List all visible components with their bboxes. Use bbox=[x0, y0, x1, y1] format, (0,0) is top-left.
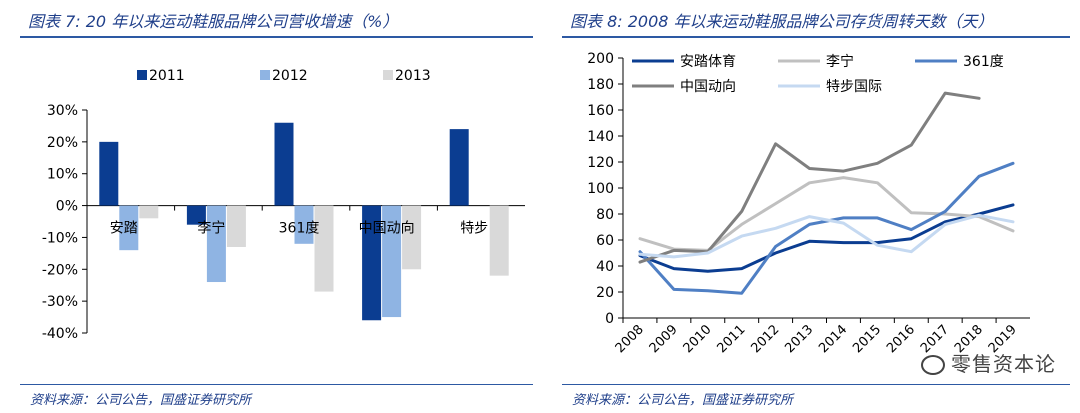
line-y-tick-label: 20 bbox=[596, 285, 614, 301]
bar-2011-4 bbox=[449, 129, 469, 206]
bar-2012-0 bbox=[119, 205, 139, 251]
line-series-361度 bbox=[638, 161, 1015, 295]
bar-2013-2 bbox=[314, 205, 334, 292]
line-legend-label: 361度 bbox=[963, 54, 1004, 70]
bar-category-label: 特步 bbox=[460, 221, 488, 237]
bar-y-tick-label: 0% bbox=[56, 199, 78, 215]
bar-category-label: 361度 bbox=[279, 221, 320, 237]
bar-2011-2 bbox=[274, 122, 294, 206]
line-x-tick-label: 2013 bbox=[782, 322, 816, 356]
bar-y-tick-label: -20% bbox=[42, 262, 78, 278]
chart7-title: 图表 7: 20 年以来运动鞋服品牌公司营收增速（%） bbox=[28, 12, 399, 31]
bar-legend-label: 2011 bbox=[149, 68, 185, 84]
line-x-tick-label: 2011 bbox=[715, 322, 749, 356]
chart7-source: 资料来源：公司公告，国盛证券研究所 bbox=[30, 393, 252, 408]
chart7-bottom-rule bbox=[20, 384, 533, 385]
chart8-source: 资料来源：公司公告，国盛证券研究所 bbox=[572, 393, 794, 408]
line-y-tick-label: 0 bbox=[605, 311, 614, 327]
line-series-中国动向 bbox=[638, 91, 981, 264]
bar-2012-2 bbox=[294, 205, 314, 244]
bar-y-tick-label: 10% bbox=[47, 167, 78, 183]
line-x-tick-label: 2016 bbox=[884, 322, 918, 356]
bar-y-tick-label: -10% bbox=[42, 230, 78, 246]
line-x-tick-label: 2015 bbox=[850, 322, 884, 356]
bar-2013-1 bbox=[226, 205, 246, 247]
line-y-tick-label: 180 bbox=[587, 77, 614, 93]
line-y-tick-label: 160 bbox=[587, 103, 614, 119]
bar-legend-swatch-2011 bbox=[137, 70, 147, 80]
chart7-top-rule bbox=[20, 36, 533, 38]
line-x-tick-label: 2010 bbox=[681, 322, 715, 356]
watermark: 零售资本论 bbox=[921, 348, 1056, 377]
bar-y-tick-label: -30% bbox=[42, 294, 78, 310]
bar-2013-4 bbox=[489, 205, 509, 276]
line-y-tick-label: 140 bbox=[587, 129, 614, 145]
line-x-tick-label: 2014 bbox=[816, 322, 850, 356]
line-y-tick-label: 100 bbox=[587, 181, 614, 197]
revenue-growth-panel: 图表 7: 20 年以来运动鞋服品牌公司营收增速（%） -40% -30% -20%… bbox=[0, 0, 533, 413]
line-x-tick-label: 2008 bbox=[613, 322, 647, 356]
chart8-bottom-rule bbox=[562, 384, 1070, 385]
bar-category-label: 中国动向 bbox=[359, 221, 415, 237]
line-y-tick-label: 120 bbox=[587, 155, 614, 171]
bar-legend-label: 2012 bbox=[272, 68, 308, 84]
bar-y-tick-label: 30% bbox=[47, 103, 78, 119]
bar-2011-1 bbox=[186, 205, 206, 225]
line-x-tick-label: 2012 bbox=[748, 322, 782, 356]
revenue-growth-bar-chart: -40% -30% -20% -10% 0% 10% 20% 30% 安踏 李宁 361度 中国动向 特… bbox=[42, 68, 525, 342]
bar-y-tick-label: -40% bbox=[42, 326, 78, 342]
bar-legend-swatch-2012 bbox=[260, 70, 270, 80]
bar-category-label: 李宁 bbox=[197, 220, 225, 237]
bar-2011-0 bbox=[99, 141, 119, 206]
line-legend-label: 中国动向 bbox=[680, 79, 736, 95]
line-series-安踏体育 bbox=[638, 203, 1015, 273]
bar-legend-label: 2013 bbox=[395, 68, 431, 84]
line-y-tick-label: 80 bbox=[596, 207, 614, 223]
line-y-tick-label: 200 bbox=[587, 51, 614, 67]
wechat-icon bbox=[921, 355, 945, 375]
line-y-tick-label: 40 bbox=[596, 259, 614, 275]
line-series-特步国际 bbox=[638, 213, 1015, 259]
chart8-title: 图表 8: 2008 年以来运动鞋服品牌公司存货周转天数（天） bbox=[570, 12, 994, 31]
bar-2013-0 bbox=[139, 205, 159, 219]
line-legend-label: 李宁 bbox=[826, 53, 854, 70]
bar-2012-3 bbox=[382, 205, 402, 318]
line-legend-label: 特步国际 bbox=[826, 79, 882, 95]
line-x-tick-label: 2009 bbox=[647, 322, 681, 356]
bar-2012-1 bbox=[206, 205, 226, 283]
watermark-text: 零售资本论 bbox=[951, 352, 1056, 376]
bar-category-label: 安踏 bbox=[110, 221, 138, 237]
inventory-days-panel: 图表 8: 2008 年以来运动鞋服品牌公司存货周转天数（天） 0 20 40 60 8… bbox=[548, 0, 1080, 413]
bar-y-tick-label: 20% bbox=[47, 135, 78, 151]
chart8-top-rule bbox=[562, 36, 1070, 38]
line-y-tick-label: 60 bbox=[596, 233, 614, 249]
bar-legend-swatch-2013 bbox=[383, 70, 393, 80]
bar-2013-3 bbox=[402, 205, 422, 270]
bar-2011-3 bbox=[362, 205, 382, 321]
line-legend-label: 安踏体育 bbox=[680, 54, 736, 70]
line-series-李宁 bbox=[638, 176, 1015, 252]
